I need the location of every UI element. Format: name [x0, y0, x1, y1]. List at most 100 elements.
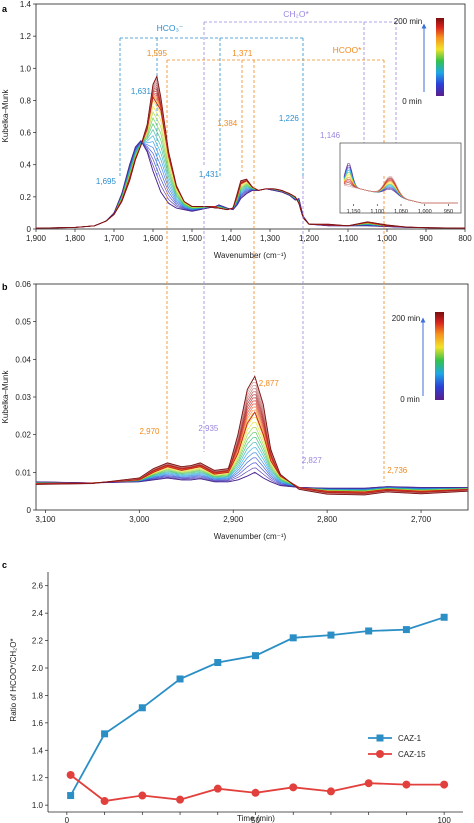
pa-x-tick-label: 1,800: [65, 234, 86, 243]
pb-y-tick-label: 0.03: [15, 393, 31, 402]
pa-x-tick-label: 800: [458, 234, 472, 243]
panel-b-colorbar: [435, 312, 444, 400]
panel-b-chart: 3,100 3,000 2,900 2,800 2,700 0 0.01 0.02 0.03 0.…: [1, 280, 469, 541]
panel-c-point-CAZ-1: [289, 634, 297, 642]
pa-x-tick-label: 1,200: [299, 234, 320, 243]
pa-x-tick-label: 1,400: [221, 234, 242, 243]
panel-b-colorbar-bottom: 0 min: [400, 395, 420, 404]
pb-x-tick-label: 3,100: [35, 515, 56, 524]
panel-c-y-tick-label: 2.0: [32, 664, 44, 673]
panel-a-group-hcoo: HCOO*: [333, 45, 363, 55]
panel-c-point-CAZ-15: [213, 784, 222, 793]
panel-c-legend: CAZ-1 CAZ-15: [368, 734, 426, 759]
pa-x-tick-label: 1,700: [104, 234, 125, 243]
pb-y-tick-label: 0.06: [15, 280, 31, 289]
panel-c-y-tick-label: 1.8: [32, 691, 44, 700]
panel-a-inset-tick-label: 950: [444, 209, 453, 215]
panel-c-chart: 0 50 100 1.0 1.2 1.4 1.6 1.8 2.0 2.2 2.4 2.6 Time (…: [9, 572, 463, 823]
panel-c-point-CAZ-15: [402, 780, 411, 789]
panel-b-letter: b: [2, 282, 8, 292]
pa-x-tick-label: 1,000: [377, 234, 398, 243]
panel-a-xlabel: Wavenumber (cm⁻¹): [214, 251, 287, 260]
panel-b-colorbar-top: 200 min: [392, 314, 420, 323]
pa-x-tick-label: 1,900: [26, 234, 47, 243]
panel-a-colorbar-top: 200 min: [394, 17, 422, 26]
panel-a-chart: 1,900 1,800 1,700 1,600 1,500 1,400 1,300 1,200…: [1, 0, 472, 260]
panel-b-xlabel: Wavenumber (cm⁻¹): [214, 532, 287, 541]
panel-b-peak-label: 2,736: [387, 466, 408, 475]
pa-x-tick-label: 900: [419, 234, 433, 243]
pb-series-line: [35, 411, 469, 493]
panel-a-peak-label: 1,631: [131, 87, 152, 96]
panel-a-colorbar: [436, 18, 444, 96]
panel-a-peak-label: 1,595: [147, 49, 168, 58]
pb-spectrum-line: [36, 391, 468, 495]
pb-y-tick-label: 0.05: [15, 318, 31, 327]
pa-x-tick-label: 1,100: [338, 234, 359, 243]
panel-b-peak-label: 2,970: [139, 427, 160, 436]
panel-a-frame: [35, 3, 466, 230]
pb-x-tick-label: 2,900: [223, 515, 244, 524]
pa-x-tick-label: 1,500: [182, 234, 203, 243]
panel-c-x-tick-label: 0: [65, 816, 70, 823]
panel-a-letter: a: [2, 4, 8, 14]
panel-c-legend-label: CAZ-15: [398, 750, 426, 759]
pa-y-tick-label: 0.2: [20, 193, 32, 202]
panel-c-point-CAZ-15: [66, 770, 75, 779]
panel-a-peak-label: 1,695: [96, 177, 117, 186]
panel-c-y-tick-label: 2.2: [32, 637, 44, 646]
panel-c-y-tick-label: 2.6: [32, 582, 44, 591]
panel-c-point-CAZ-15: [251, 788, 260, 797]
pb-spectrum-line: [36, 400, 468, 494]
pa-y-tick-label: 1.0: [20, 64, 32, 73]
panel-c-point-CAZ-1: [101, 730, 109, 738]
panel-c-point-CAZ-15: [440, 780, 449, 789]
pb-spectrum-line: [36, 472, 468, 489]
panel-c-legend-label: CAZ-1: [398, 734, 422, 743]
panel-c-point-CAZ-15: [289, 783, 298, 792]
pb-x-tick-label: 3,000: [129, 515, 150, 524]
panel-a-peak-label: 1,371: [232, 49, 253, 58]
panel-c-x-tick-label: 100: [437, 816, 451, 823]
pa-y-tick-label: 0: [27, 225, 32, 234]
panel-c-ylabel: Ratio of HCOO*/CH₂O*: [9, 638, 18, 721]
panel-c-series-line-CAZ-1: [69, 616, 445, 796]
panel-c-point-CAZ-15: [138, 791, 147, 800]
panel-a-inset-tick-label: 1,000: [418, 209, 432, 215]
panel-a-inset-line: [343, 175, 458, 204]
panel-c-series-line-CAZ-15: [70, 774, 445, 802]
panel-a-group-hco3: HCO₃⁻: [157, 23, 184, 33]
panel-c-x-tick-label: 50: [251, 816, 260, 823]
panel-c-legend-marker: [376, 734, 384, 742]
panel-c-point-CAZ-15: [326, 787, 335, 796]
panel-c-point-CAZ-1: [214, 659, 222, 667]
panel-c-y-tick-label: 1.4: [32, 746, 44, 755]
panel-c-point-CAZ-1: [176, 675, 184, 683]
panel-b-peak-label: 2,877: [259, 379, 280, 388]
panel-c-point-CAZ-1: [365, 627, 373, 635]
panel-a-inset-tick-label: 1,150: [347, 209, 361, 215]
panel-connectors: [166, 176, 385, 482]
pb-series-line: [35, 471, 468, 489]
panel-a-peak-label: 1,146: [320, 131, 341, 140]
panel-c-letter: c: [2, 560, 7, 570]
pb-y-tick-label: 0.01: [15, 468, 31, 477]
panel-b-peak-label: 2,935: [198, 424, 219, 433]
pa-y-tick-label: 1.2: [20, 32, 32, 41]
panel-c-point-CAZ-1: [440, 613, 448, 621]
pb-y-tick-label: 0: [27, 506, 32, 515]
pb-spectrum-line: [36, 409, 468, 493]
panel-a-peak-label: 1,431: [199, 170, 220, 179]
panel-b-peak-label: 2,827: [302, 456, 323, 465]
pa-x-tick-label: 1,600: [143, 234, 164, 243]
panel-c-point-CAZ-1: [67, 792, 75, 800]
panel-c-legend-marker: [376, 750, 384, 758]
panel-b-ylabel: Kubelka–Munk: [1, 370, 10, 424]
pb-y-tick-label: 0.02: [15, 431, 31, 440]
panel-a-colorbar-bottom: 0 min: [402, 97, 422, 106]
pb-spectrum-line: [36, 388, 468, 495]
pa-x-tick-label: 1,300: [260, 234, 281, 243]
panel-a-peak-label: 1,226: [279, 114, 300, 123]
pa-y-tick-label: 0.6: [20, 129, 32, 138]
